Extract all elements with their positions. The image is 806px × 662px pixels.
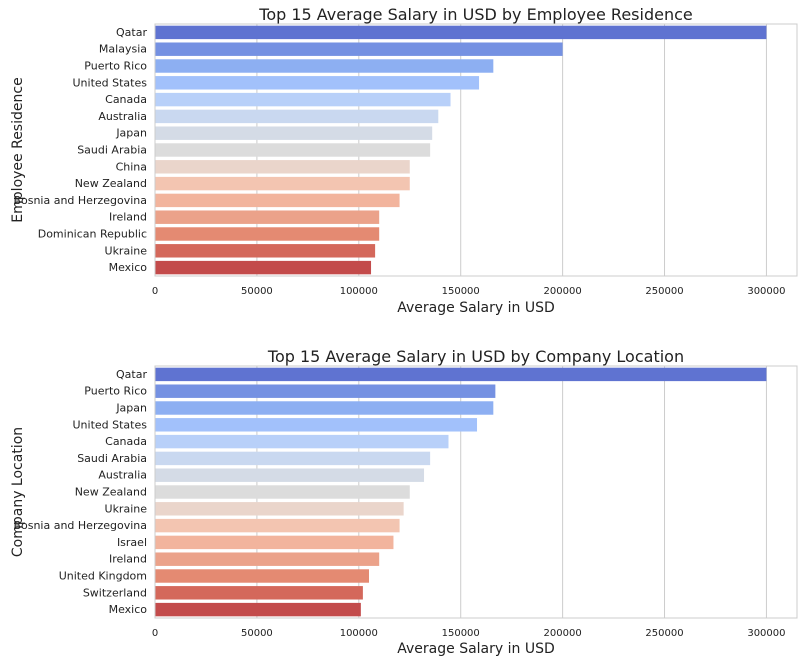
category-label: United Kingdom [59,570,147,583]
category-label: Qatar [116,26,147,39]
category-label: Ukraine [105,244,148,257]
category-label: Ireland [109,211,147,224]
x-tick-label: 50000 [241,286,273,297]
category-label: Australia [98,469,147,482]
bar [155,193,400,208]
x-axis-label: Average Salary in USD [397,641,555,657]
x-tick-label: 250000 [645,286,683,297]
x-tick-label: 0 [152,286,158,297]
category-label: New Zealand [75,486,147,499]
category-label: Dominican Republic [38,228,147,241]
category-label: Mexico [109,603,148,616]
bar [155,451,431,466]
y-axis-label: Company Location [10,427,26,557]
chart-title: Top 15 Average Salary in USD by Company … [267,347,684,366]
plot-frame [154,365,798,619]
bar [155,59,494,73]
chart-title: Top 15 Average Salary in USD by Employee… [258,5,692,24]
bar [155,260,372,275]
bar [155,244,376,258]
y-axis-label: Employee Residence [10,77,26,222]
x-tick-label: 150000 [442,628,480,639]
category-label: Bosnia and Herzegovina [13,194,147,207]
x-tick-label: 100000 [340,628,378,639]
x-tick-label: 150000 [442,286,480,297]
bar [155,109,439,124]
x-tick-label: 250000 [645,628,683,639]
bar [155,502,404,516]
bar [155,92,451,107]
x-axis-label: Average Salary in USD [397,300,555,316]
category-label: Qatar [116,368,147,381]
category-label: Mexico [109,261,148,274]
category-label: Australia [98,110,147,123]
bar [155,227,380,241]
category-label: Israel [117,536,147,549]
bar [155,552,380,566]
category-label: Canada [105,93,147,106]
bar [155,367,767,382]
bar [155,401,494,415]
plot-frame [154,23,798,277]
bar [155,160,410,174]
x-tick-label: 200000 [544,286,582,297]
category-label: United States [73,76,148,89]
category-label: Saudi Arabia [77,144,147,157]
bar [155,418,478,432]
x-tick-label: 0 [152,628,158,639]
bar [155,468,425,482]
category-label: Bosnia and Herzegovina [13,519,147,532]
bar [155,176,410,191]
bar [155,210,380,224]
x-tick-label: 300000 [747,628,785,639]
category-label: Puerto Rico [84,60,147,73]
bar [155,535,394,550]
x-tick-label: 50000 [241,628,273,639]
category-label: Ukraine [105,502,148,515]
bar [155,518,400,533]
bar [155,126,433,140]
category-label: Ireland [109,553,147,566]
category-label: Switzerland [83,586,147,599]
x-tick-label: 100000 [340,286,378,297]
bar [155,602,361,617]
category-label: Japan [115,127,147,140]
bar [155,485,410,499]
bar [155,384,496,398]
category-label: Japan [115,402,147,415]
bar [155,586,363,600]
bar [155,42,563,56]
bar [155,569,369,583]
category-label: Puerto Rico [84,385,147,398]
bar [155,434,449,449]
category-label: China [116,160,147,173]
category-label: Saudi Arabia [77,452,147,465]
category-label: Canada [105,435,147,448]
category-label: New Zealand [75,177,147,190]
x-tick-label: 300000 [747,286,785,297]
x-tick-label: 200000 [544,628,582,639]
category-label: United States [73,418,148,431]
bar [155,76,480,90]
category-label: Malaysia [99,43,147,56]
bar [155,143,431,157]
bar [155,25,767,40]
